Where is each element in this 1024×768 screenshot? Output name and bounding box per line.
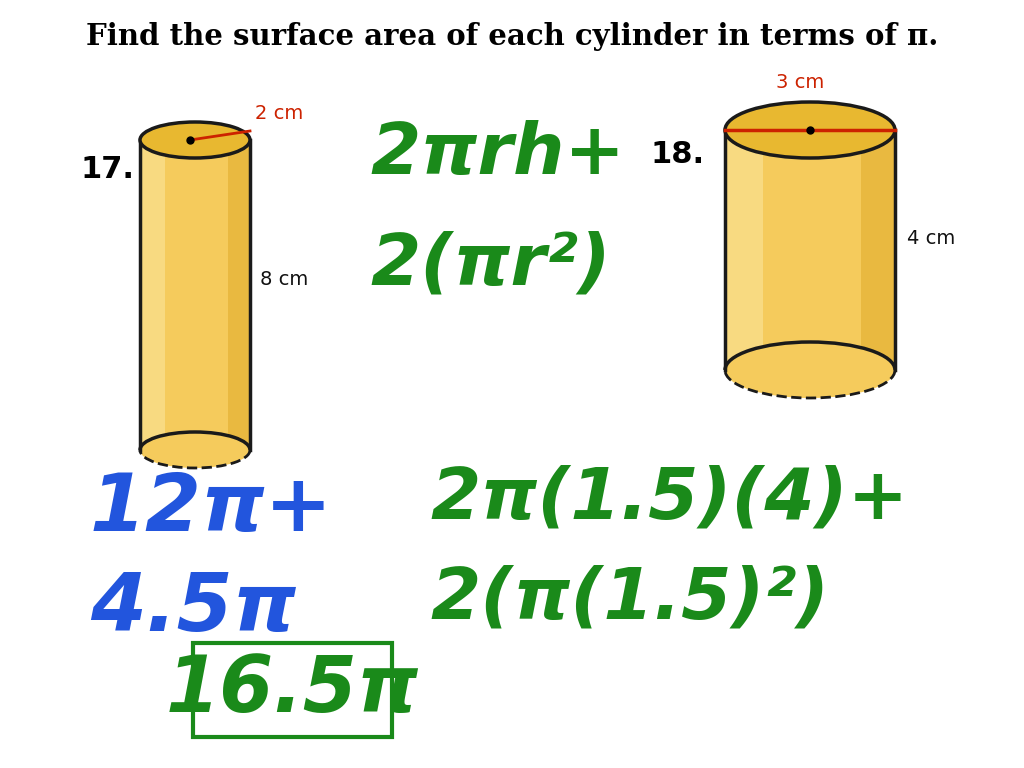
Ellipse shape — [725, 102, 895, 158]
Text: 2π(1.5)(4)+: 2π(1.5)(4)+ — [430, 465, 908, 534]
Text: 8 cm: 8 cm — [260, 270, 308, 289]
Polygon shape — [140, 140, 165, 450]
Polygon shape — [725, 130, 895, 370]
Polygon shape — [861, 130, 895, 370]
Ellipse shape — [140, 432, 250, 468]
Text: 2 cm: 2 cm — [255, 104, 303, 123]
Text: 2(πr²): 2(πr²) — [370, 230, 610, 299]
Text: 4 cm: 4 cm — [907, 229, 955, 247]
Text: 2πrh+: 2πrh+ — [370, 120, 625, 189]
Text: Find the surface area of each cylinder in terms of π.: Find the surface area of each cylinder i… — [86, 22, 938, 51]
Polygon shape — [228, 140, 250, 450]
Ellipse shape — [140, 122, 250, 158]
Text: 16.5π: 16.5π — [166, 652, 419, 728]
Text: 18.: 18. — [650, 140, 705, 169]
Text: 2(π(1.5)²): 2(π(1.5)²) — [430, 565, 829, 634]
Text: 17.: 17. — [80, 155, 134, 184]
Text: 4.5π: 4.5π — [90, 570, 296, 648]
Polygon shape — [725, 130, 763, 370]
Text: 3 cm: 3 cm — [776, 73, 824, 92]
Text: 12π+: 12π+ — [90, 470, 333, 548]
Ellipse shape — [725, 342, 895, 398]
Polygon shape — [140, 140, 250, 450]
